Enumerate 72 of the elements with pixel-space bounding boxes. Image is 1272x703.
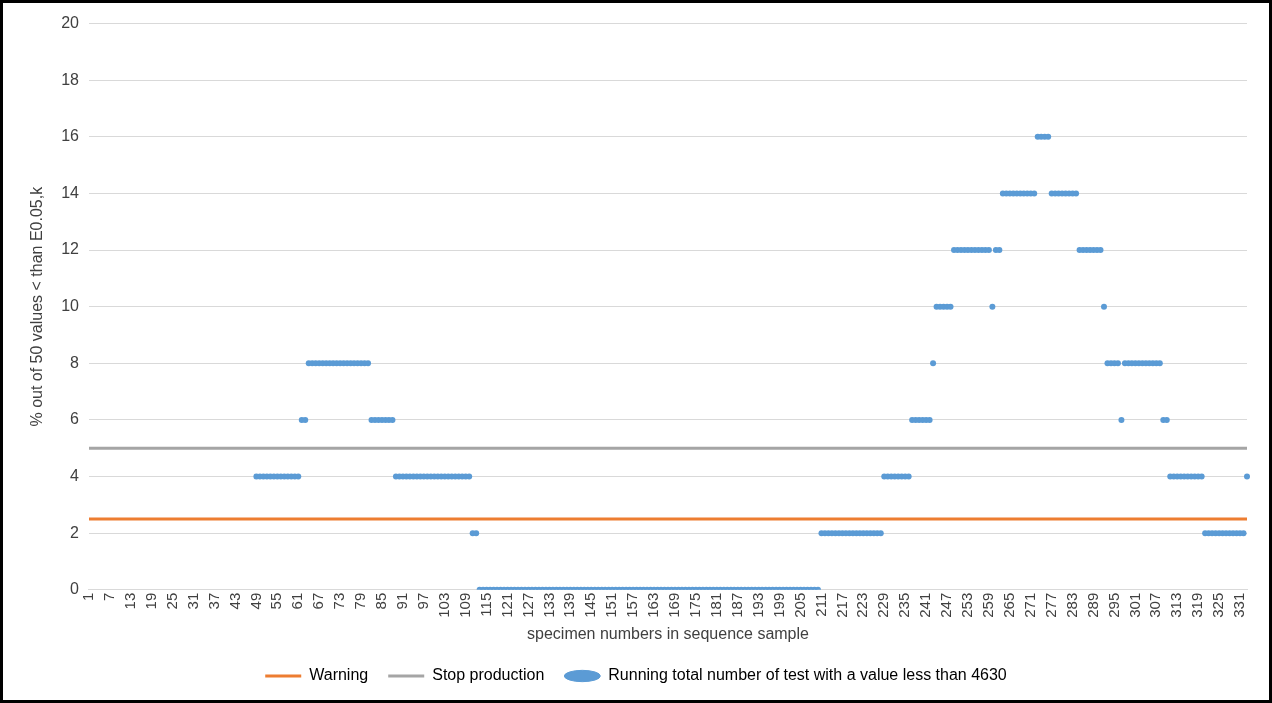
y-tick-label: 8 xyxy=(70,353,80,371)
x-tick-label: 145 xyxy=(581,592,599,618)
x-tick-label: 127 xyxy=(518,592,536,618)
x-tick-label: 331 xyxy=(1230,592,1248,618)
x-tick-label: 13 xyxy=(120,592,138,610)
x-tick-label: 181 xyxy=(706,592,724,618)
x-tick-label: 1 xyxy=(79,592,97,602)
x-tick-label: 163 xyxy=(644,592,662,618)
x-tick-label: 139 xyxy=(560,592,578,618)
y-tick-label: 12 xyxy=(61,240,80,258)
x-tick-label: 103 xyxy=(434,592,452,618)
x-tick-label: 223 xyxy=(853,592,871,618)
x-tick-label: 31 xyxy=(183,592,201,610)
x-tick-label: 151 xyxy=(602,592,620,618)
x-tick-label: 211 xyxy=(811,592,829,617)
x-tick-label: 289 xyxy=(1083,592,1101,618)
y-tick-label: 18 xyxy=(61,70,80,88)
x-tick-label: 79 xyxy=(351,592,369,610)
x-tick-label: 247 xyxy=(937,592,955,618)
y-tick-label: 20 xyxy=(61,14,80,32)
x-tick-label: 67 xyxy=(309,592,327,610)
x-tick-label: 265 xyxy=(999,592,1017,618)
x-tick-label: 55 xyxy=(267,592,285,610)
y-tick-label: 10 xyxy=(61,297,80,315)
x-tick-label: 271 xyxy=(1020,592,1038,618)
legend-label: Running total number of test with a value less than 4630 xyxy=(608,666,1007,684)
x-tick-label: 61 xyxy=(288,592,306,610)
y-axis-title: % out of 50 values < than E0.05,k xyxy=(28,185,46,427)
y-tick-label: 14 xyxy=(61,183,80,201)
x-tick-label: 175 xyxy=(686,592,704,618)
x-tick-label: 325 xyxy=(1209,592,1227,618)
x-tick-label: 43 xyxy=(225,592,243,610)
x-tick-label: 37 xyxy=(204,592,222,610)
x-tick-label: 301 xyxy=(1125,592,1143,618)
x-tick-label: 313 xyxy=(1167,592,1185,618)
x-tick-label: 199 xyxy=(769,592,787,618)
y-tick-label: 0 xyxy=(70,580,80,598)
x-tick-label: 169 xyxy=(665,592,683,618)
x-tick-label: 283 xyxy=(1062,592,1080,618)
y-tick-label: 16 xyxy=(61,127,80,145)
x-tick-label: 73 xyxy=(330,592,348,610)
x-tick-label: 259 xyxy=(979,592,997,618)
x-axis-title: specimen numbers in sequence sample xyxy=(527,624,810,642)
x-tick-label: 253 xyxy=(958,592,976,618)
x-tick-label: 133 xyxy=(539,592,557,618)
x-tick-label: 295 xyxy=(1104,592,1122,618)
x-tick-label: 91 xyxy=(393,592,411,610)
x-tick-label: 187 xyxy=(727,592,745,618)
x-tick-label: 49 xyxy=(246,592,264,610)
x-tick-label: 235 xyxy=(895,592,913,618)
x-tick-label: 241 xyxy=(916,592,934,618)
legend-label: Stop production xyxy=(432,666,545,684)
x-tick-label: 121 xyxy=(497,592,515,618)
x-tick-label: 319 xyxy=(1188,592,1206,618)
x-tick-label: 193 xyxy=(748,592,766,618)
legend-label: Warning xyxy=(309,666,369,684)
x-tick-label: 19 xyxy=(141,592,159,610)
x-tick-label: 25 xyxy=(162,592,180,610)
x-tick-label: 97 xyxy=(413,592,431,610)
x-tick-label: 307 xyxy=(1146,592,1164,618)
x-tick-label: 217 xyxy=(832,592,850,618)
y-tick-label: 6 xyxy=(70,410,80,428)
x-tick-label: 85 xyxy=(372,592,390,610)
y-tick-label: 2 xyxy=(70,523,80,541)
y-tick-label: 4 xyxy=(70,466,80,484)
x-tick-label: 205 xyxy=(790,592,808,618)
x-tick-label: 109 xyxy=(455,592,473,618)
x-tick-label: 277 xyxy=(1041,592,1059,618)
x-tick-label: 157 xyxy=(623,592,641,618)
x-tick-label: 7 xyxy=(100,592,118,602)
x-tick-label: 115 xyxy=(476,592,494,617)
x-tick-label: 229 xyxy=(874,592,892,618)
